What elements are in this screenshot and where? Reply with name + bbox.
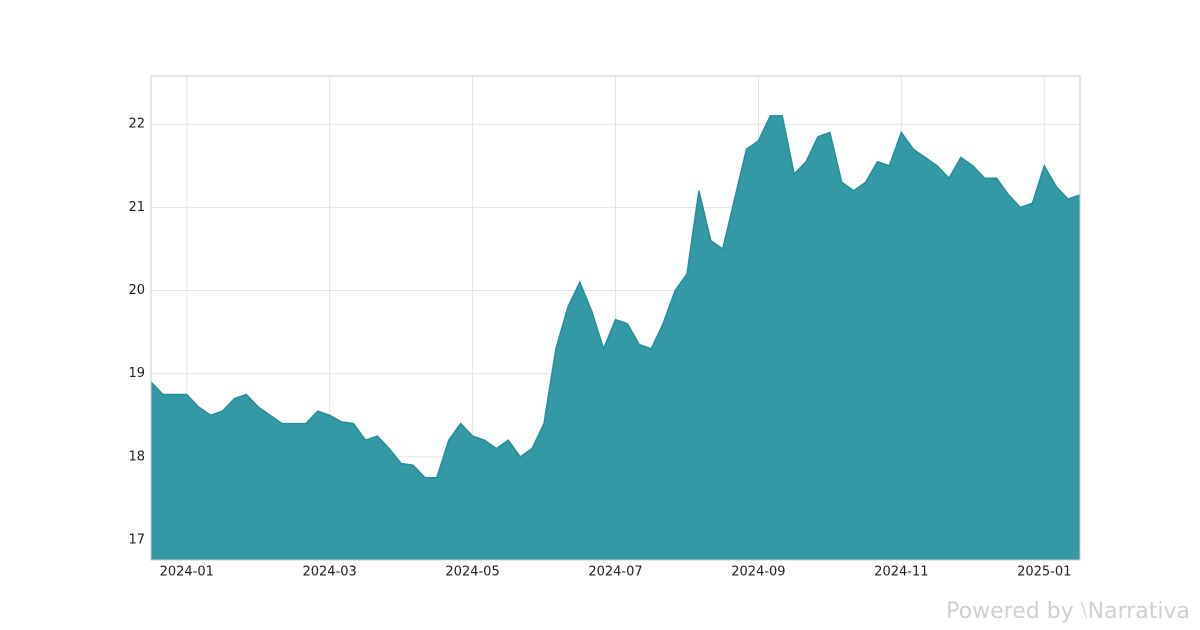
x-tick-label: 2025-01 [1017,565,1071,580]
plot-frame [150,75,1081,561]
x-tick-label: 2024-03 [302,565,356,580]
x-tick-label: 2024-05 [445,565,499,580]
x-tick-label: 2024-07 [588,565,642,580]
area [151,115,1080,561]
line [150,115,1081,479]
y-tick-label: 21 [128,200,145,215]
x-tick-label: 2024-11 [874,565,928,580]
y-tick-label: 19 [128,366,145,381]
y-tick-label: 22 [128,117,145,132]
y-tick-label: 20 [128,283,145,298]
y-tick-label: 17 [128,533,145,548]
x-tick-label: 2024-01 [160,565,214,580]
x-tick-label: 2024-09 [731,565,785,580]
watermark: Powered by ⧵Narrativa [946,599,1190,624]
y-tick-label: 18 [128,449,145,464]
